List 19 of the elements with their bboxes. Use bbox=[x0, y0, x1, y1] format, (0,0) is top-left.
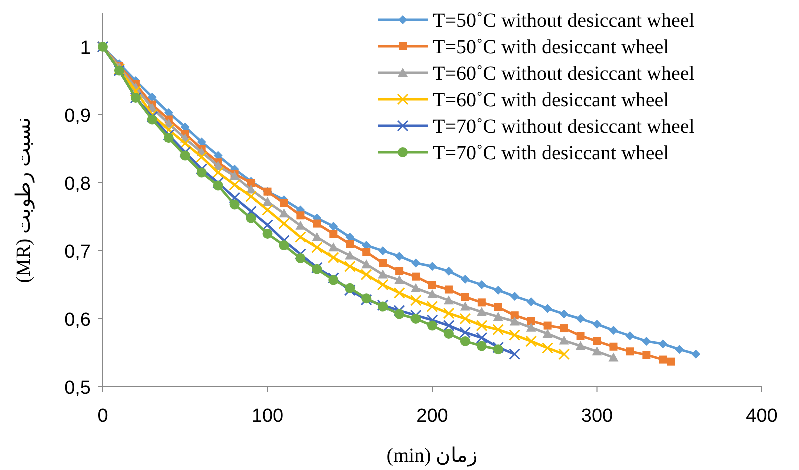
x-tick-label: 100 bbox=[252, 406, 284, 427]
legend-label: T=70˚C with desiccant wheel bbox=[433, 142, 670, 164]
legend-label: T=50˚C without desiccant wheel bbox=[433, 10, 696, 32]
y-tick-label: 0,8 bbox=[64, 174, 91, 195]
y-tick-label: 1 bbox=[80, 38, 91, 59]
x-tick-label: 200 bbox=[416, 406, 448, 427]
x-tick-label: 0 bbox=[98, 406, 108, 427]
legend-label: T=70˚C without desiccant wheel bbox=[433, 116, 696, 138]
y-axis-title: نسبت رطوبت (MR) bbox=[13, 116, 35, 284]
x-tick-label: 400 bbox=[746, 406, 778, 427]
x-axis-title: زمان (min) bbox=[386, 445, 478, 467]
y-tick-label: 0,6 bbox=[64, 310, 91, 331]
legend-label: T=60˚C without desiccant wheel bbox=[433, 63, 696, 85]
legend-label: T=60˚C with desiccant wheel bbox=[433, 90, 670, 112]
x-tick-label: 300 bbox=[581, 406, 614, 427]
legend-label: T=50˚C with desiccant wheel bbox=[433, 36, 670, 58]
y-tick-label: 0,9 bbox=[64, 106, 91, 127]
y-tick-label: 0,7 bbox=[64, 242, 91, 263]
y-tick-label: 0,5 bbox=[64, 378, 91, 399]
